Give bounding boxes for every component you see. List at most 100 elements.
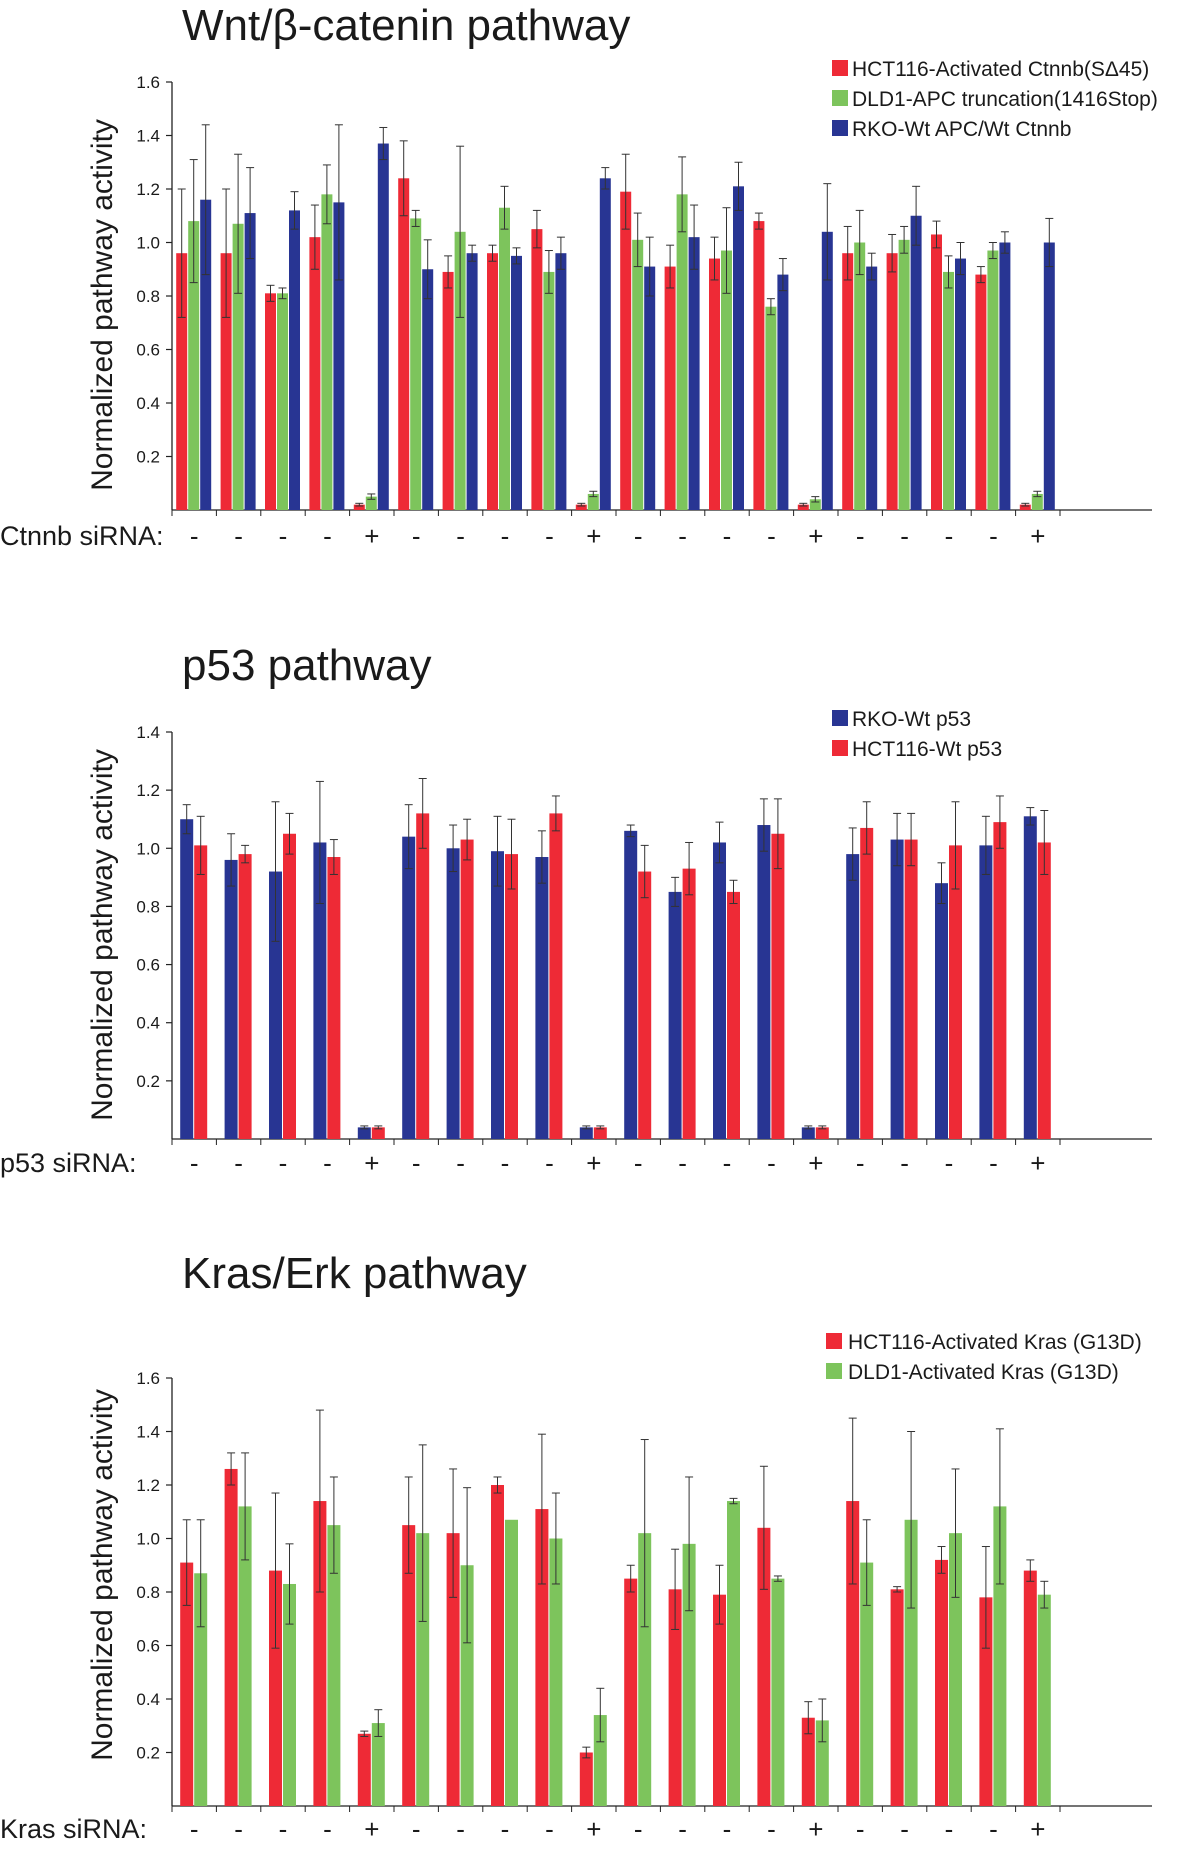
p53-legend: RKO-Wt p53 HCT116-Wt p53 [832,708,1002,761]
legend-swatch-hct116-kras [826,1333,842,1349]
p53-bar [949,845,962,1139]
wnt-sirna-sign: - [945,521,954,551]
p53-bar [682,868,696,1139]
wnt-bar [1031,493,1043,510]
wnt-bar [753,221,765,510]
kras-sirna-sign: - [456,1814,465,1844]
wnt-y-tick-label: 0.4 [136,394,160,413]
wnt-bar [265,293,276,510]
p53-bar [801,1127,815,1139]
kras-sirna-sign: + [1030,1814,1045,1844]
wnt-bar [244,213,256,510]
wnt-bar [955,258,966,510]
kras-bar [624,1578,638,1806]
wnt-sirna-sign: - [190,521,199,551]
p53-bar [238,854,252,1139]
kras-panel: Kras/Erk pathway Normalized pathway acti… [0,1249,1152,1844]
kras-bar [935,1559,948,1806]
p53-bar [491,851,504,1139]
wnt-bar [721,250,732,510]
wnt-bar [688,237,700,510]
wnt-sirna-sign: - [501,521,510,551]
p53-y-tick-label: 0.2 [136,1072,160,1091]
kras-bar [713,1594,726,1806]
p53-bar [283,833,296,1139]
p53-title: p53 pathway [182,641,432,690]
p53-y-tick-label: 0.6 [136,956,160,975]
wnt-sirna-sign: - [279,521,288,551]
wnt-bar [987,250,999,510]
wnt-bar [1043,242,1055,510]
p53-bar [269,871,282,1139]
wnt-bar [765,306,777,510]
wnt-bar [511,255,522,510]
wnt-y-tick-label: 1.4 [136,127,160,146]
wnt-sirna-sign: - [234,521,243,551]
p53-bar [815,1127,829,1139]
wnt-y-tick-label: 1.2 [136,180,160,199]
wnt-bar [975,274,987,510]
kras-title: Kras/Erk pathway [182,1249,527,1298]
kras-bar [668,1589,682,1806]
wnt-bar [999,242,1011,510]
wnt-sirna-sign: + [364,521,379,551]
kras-bar [224,1468,238,1806]
wnt-y-tick-label: 1.0 [136,234,160,253]
p53-bar [402,836,416,1139]
wnt-bar [531,229,543,510]
p53-bar [713,842,726,1139]
wnt-bar [821,231,833,511]
kras-bar [890,1589,904,1806]
wnt-bar [499,207,510,510]
p53-y-tick-label: 0.4 [136,1014,160,1033]
p53-bar [757,825,771,1139]
kras-y-tick-label: 0.6 [136,1637,160,1656]
p53-panel: p53 pathway Normalized pathway activity … [0,641,1152,1178]
kras-bar [327,1525,341,1806]
wnt-bar [220,253,232,510]
p53-bar [416,813,430,1139]
legend-label-rko-wt: RKO-Wt APC/Wt Ctnnb [852,118,1071,141]
legend-swatch-hct116-p53 [832,740,848,756]
kras-bar [505,1519,518,1806]
kras-bar [979,1597,993,1806]
wnt-bar [176,253,188,510]
p53-bar [979,845,993,1139]
p53-sirna-sign: - [234,1148,243,1178]
wnt-sirna-sign: - [856,521,865,551]
p53-bar [638,871,652,1139]
wnt-sirna-sign: + [1030,521,1045,551]
wnt-sirna-sign: - [456,521,465,551]
wnt-sirna-sign: + [586,521,601,551]
wnt-bar [777,274,789,510]
p53-bar [668,891,682,1139]
kras-bar [194,1573,208,1806]
kras-bar [313,1501,327,1806]
p53-sirna-signs: - - - - + - - - - + - - - - + - - - - + [190,1148,1046,1178]
kras-bar [460,1565,474,1806]
wnt-sirna-sign: - [767,521,776,551]
kras-bar [549,1538,563,1806]
kras-sirna-signs: - - - - + - - - - + - - - - + - - - - + [190,1814,1046,1844]
kras-bar [860,1562,874,1806]
wnt-y-tick-label: 0.2 [136,448,160,467]
kras-ylabel: Normalized pathway activity [86,1389,119,1761]
legend-swatch-rko-p53 [832,710,848,726]
p53-sirna-sign: - [767,1148,776,1178]
p53-sirna-label: p53 siRNA: [0,1148,137,1178]
p53-bar [579,1127,593,1139]
wnt-y-tick-label: 1.6 [136,73,160,92]
legend-label-hct116-kras: HCT116-Activated Kras (G13D) [848,1331,1142,1354]
wnt-panel: Wnt/β-catenin pathway Normalized pathway… [0,1,1158,551]
wnt-sirna-sign: - [678,521,687,551]
legend-swatch-rko-wt [832,120,848,136]
kras-sirna-sign: + [364,1814,379,1844]
p53-sirna-sign: - [856,1148,865,1178]
wnt-bar [575,504,587,510]
legend-swatch-dld1-kras [826,1363,842,1379]
kras-sirna-sign: - [900,1814,909,1844]
kras-sirna-sign: - [678,1814,687,1844]
kras-legend: HCT116-Activated Kras (G13D) DLD1-Activa… [826,1331,1142,1384]
p53-sirna-sign: - [723,1148,732,1178]
